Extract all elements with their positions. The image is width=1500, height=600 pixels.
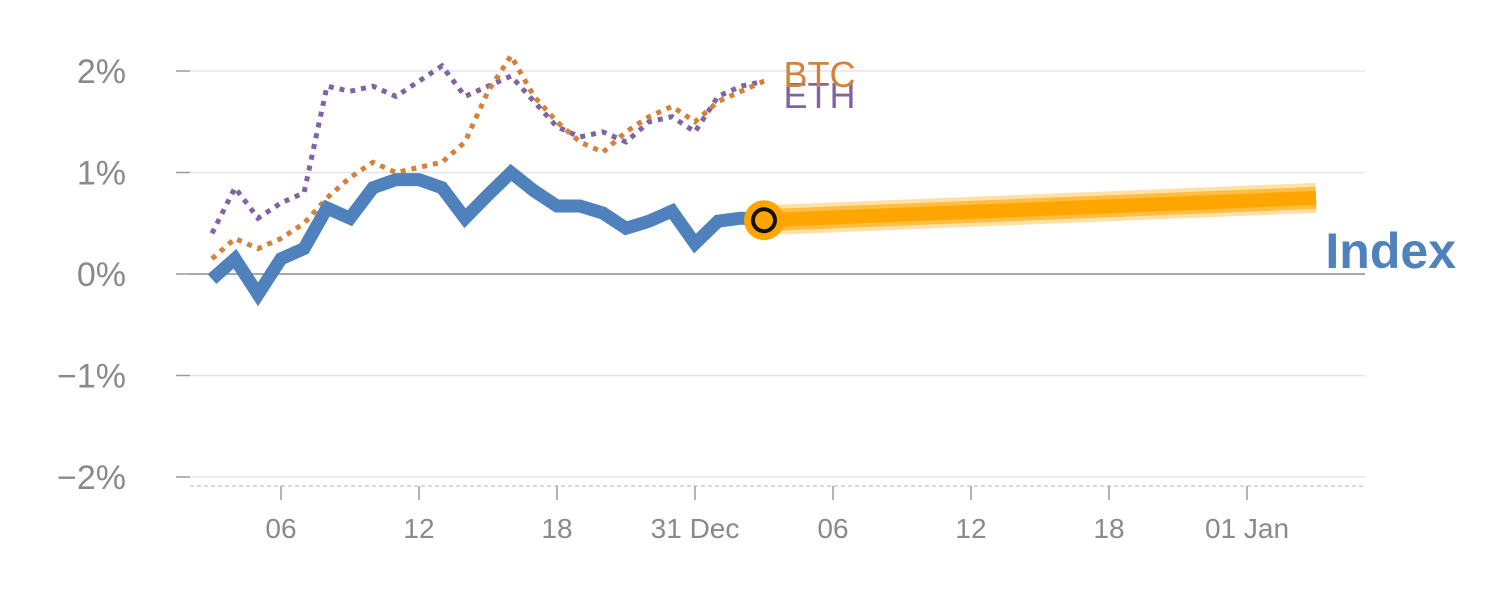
series-line-eth [209, 62, 765, 235]
series-label-index: Index [1325, 223, 1456, 279]
y-tick-label: −2% [57, 459, 126, 497]
y-tick-label: 0% [77, 256, 126, 294]
x-tick-label: 06 [265, 513, 296, 544]
x-tick-label: 12 [403, 513, 434, 544]
series-label-eth: ETH [784, 75, 856, 116]
y-axis: 2% 1% 0% −1% −2% [57, 53, 190, 497]
x-tick-label: 31 Dec [651, 513, 740, 544]
x-tick-label: 06 [817, 513, 848, 544]
y-tick-label: 2% [77, 53, 126, 91]
y-tick-label: −1% [57, 358, 126, 396]
series-label-btc: BTC [784, 54, 856, 95]
current-point-marker [751, 207, 777, 234]
projection-band-core [763, 190, 1317, 228]
projection [744, 182, 1317, 241]
x-tick-label: 12 [955, 513, 986, 544]
x-axis: 06 12 18 31 Dec 06 12 18 01 Jan [190, 485, 1365, 544]
gridlines [190, 70, 1365, 478]
series-lines [207, 50, 766, 307]
x-tick-label: 18 [541, 513, 572, 544]
x-tick-label: 01 Jan [1205, 513, 1289, 544]
x-tick-label: 18 [1093, 513, 1124, 544]
y-tick-label: 1% [77, 155, 126, 193]
series-line-index [207, 163, 765, 307]
